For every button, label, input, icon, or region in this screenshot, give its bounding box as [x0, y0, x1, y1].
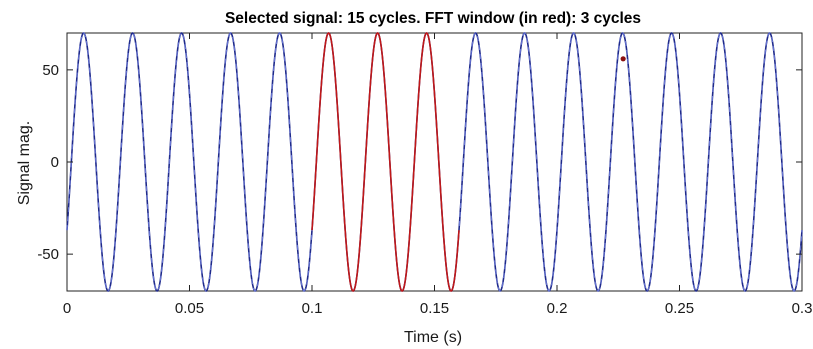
- plot-area: 0 0.05 0.1 0.15 0.2 0.25 0.3 -50 0 50: [37, 33, 812, 317]
- x-tick-label: 0: [63, 300, 71, 317]
- x-tick-label: 0.1: [302, 300, 323, 317]
- x-axis-label: Time (s): [404, 329, 462, 346]
- y-tick-label: 50: [42, 62, 59, 79]
- y-tick-label: 0: [51, 154, 59, 171]
- x-tick-label: 0.15: [420, 300, 449, 317]
- y-tick-label: -50: [37, 246, 59, 263]
- x-tick-label: 0.3: [792, 300, 813, 317]
- x-tick-label: 0.2: [547, 300, 568, 317]
- axes-frame: [67, 33, 802, 291]
- y-axis-label: Signal mag.: [16, 121, 33, 206]
- chart-title: Selected signal: 15 cycles. FFT window (…: [225, 10, 641, 27]
- data-point-marker: [621, 56, 626, 61]
- x-tick-label: 0.05: [175, 300, 204, 317]
- x-tick-label: 0.25: [665, 300, 694, 317]
